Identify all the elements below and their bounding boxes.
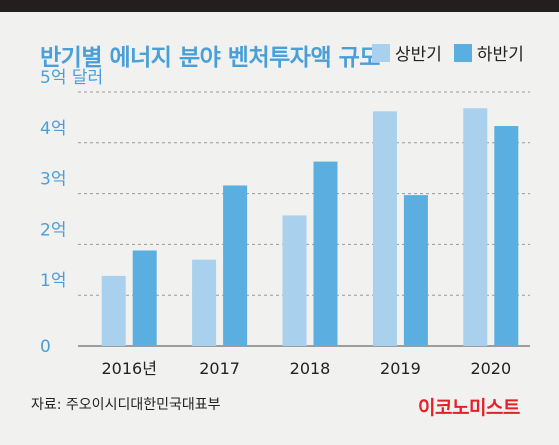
legend: 상반기 하반기 [372,40,536,65]
x-tick-label: 2019 [380,359,421,378]
y-tick-label: 3억 [40,170,66,190]
bar-second-half [403,195,428,346]
legend-swatch-second-half [453,43,472,62]
bar-second-half [313,161,338,346]
x-tick-label: 2018 [290,359,331,378]
bar-first-half [192,259,217,346]
bar-first-half [372,111,397,346]
legend-swatch-first-half [372,43,390,62]
y-tick-label: 5억 달러 [40,68,103,88]
bar-first-half [282,215,307,346]
x-tick-label: 2020 [470,359,511,378]
bar-second-half [223,185,248,346]
x-tick-label: 2017 [199,359,240,378]
legend-item-first-half: 상반기 [372,40,442,65]
x-tick-label: 2016년 [101,359,156,378]
chart-title: 반기별 에너지 분야 벤처투자액 규모 [40,45,380,71]
legend-item-second-half: 하반기 [453,40,524,65]
y-tick-label: 0 [40,337,51,357]
top-bar [0,0,559,12]
bar-second-half [132,250,157,346]
source-note: 자료: 주오이시디대한민국대표부 [31,397,221,413]
bar-first-half [101,275,126,346]
bar-first-half [463,108,488,346]
y-tick-label: 1억 [40,271,66,291]
bar-second-half [494,126,519,346]
y-tick-label: 2억 [40,220,66,240]
legend-label-second-half: 하반기 [476,45,524,65]
legend-label-first-half: 상반기 [395,45,442,65]
brand-logo: 이코노미스트 [418,397,520,419]
y-tick-label: 4억 [40,119,66,139]
